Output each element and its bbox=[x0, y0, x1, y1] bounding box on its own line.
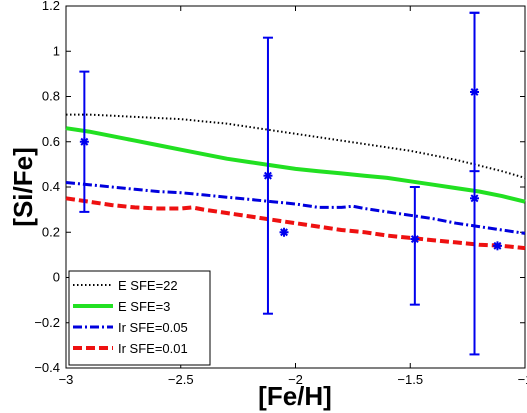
y-tick-label: 0.2 bbox=[42, 224, 60, 239]
data-point-marker bbox=[279, 227, 289, 237]
data-point-marker bbox=[470, 193, 480, 203]
x-tick-label: −1 bbox=[518, 372, 527, 387]
legend-label-2: E SFE=3 bbox=[118, 299, 170, 314]
x-tick-label: −2 bbox=[288, 372, 303, 387]
x-tick-label: −2.5 bbox=[168, 372, 194, 387]
y-tick-label: 0.6 bbox=[42, 134, 60, 149]
y-tick-label: 1 bbox=[53, 43, 60, 58]
observations bbox=[79, 11, 502, 356]
series-line-1 bbox=[66, 113, 526, 179]
data-point-marker bbox=[492, 241, 502, 251]
y-tick-label: 0.4 bbox=[42, 179, 60, 194]
x-axis-label: [Fe/H] bbox=[258, 381, 332, 411]
y-tick-label: −0.4 bbox=[34, 360, 60, 375]
series-line-3 bbox=[65, 181, 526, 235]
series-line-2 bbox=[65, 126, 526, 204]
legend-label-1: E SFE=22 bbox=[118, 278, 178, 293]
axis-ticks bbox=[65, 5, 526, 369]
y-tick-label: 1.2 bbox=[42, 0, 60, 13]
data-point-marker bbox=[410, 234, 420, 244]
series-line-4 bbox=[65, 196, 526, 251]
data-point-marker bbox=[79, 137, 89, 147]
legend: E SFE=22 E SFE=3 Ir SFE=0.05 Ir SFE=0.01 bbox=[68, 270, 211, 366]
data-point-marker bbox=[263, 171, 273, 181]
y-tick-label: −0.2 bbox=[34, 315, 60, 330]
model-lines bbox=[65, 113, 526, 251]
x-tick-label: −1.5 bbox=[397, 372, 423, 387]
x-tick-label: −3 bbox=[59, 372, 74, 387]
y-tick-label: 0.8 bbox=[42, 89, 60, 104]
legend-label-3: Ir SFE=0.05 bbox=[118, 320, 188, 335]
y-tick-label: 0 bbox=[53, 270, 60, 285]
legend-label-4: Ir SFE=0.01 bbox=[118, 341, 188, 356]
tick-labels: −3 −2.5 −2 −1.5 −1 −0.4 −0.2 0 0.2 0.4 0.6 0.8 1 1.2 bbox=[34, 0, 527, 387]
y-axis-label: [Si/Fe] bbox=[8, 147, 38, 226]
